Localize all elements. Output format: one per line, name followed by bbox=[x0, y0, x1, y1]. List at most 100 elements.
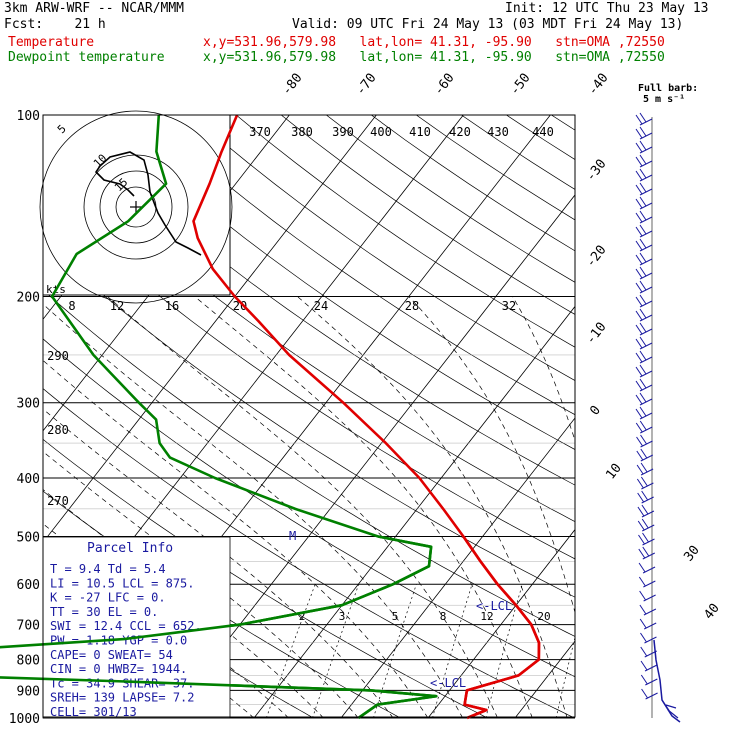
isotherm-label: -10 bbox=[583, 320, 609, 348]
isotherm-label: -70 bbox=[353, 71, 379, 99]
wind-barb-flag bbox=[639, 406, 647, 417]
isotherm-label: -40 bbox=[585, 71, 611, 99]
init-time: Init: 12 UTC Thu 23 May 13 bbox=[505, 1, 709, 16]
wind-barb-flag bbox=[635, 254, 643, 265]
isotherm-label: 0 bbox=[587, 403, 604, 418]
parcel-info-row: TT = 30 EL = 0. bbox=[50, 605, 158, 619]
isotherm-label: -50 bbox=[507, 71, 533, 99]
wind-barb-flag bbox=[635, 240, 643, 251]
wind-barb-flag bbox=[641, 490, 649, 501]
pressure-tick-label: 400 bbox=[17, 472, 40, 487]
mixing-ratio-label: 2 bbox=[299, 610, 306, 623]
mixing-ratio-label: 8 bbox=[440, 610, 447, 623]
dry-adiabat-line bbox=[371, 115, 575, 252]
pressure-tick-label: 900 bbox=[17, 684, 40, 699]
hodograph-ring bbox=[39, 110, 233, 304]
wind-barb-flag bbox=[639, 252, 647, 263]
dry-adiabat-line bbox=[43, 194, 575, 560]
wind-barb-flag bbox=[635, 324, 643, 335]
hodograph-trace bbox=[94, 151, 202, 256]
pressure-tick-label: 1000 bbox=[9, 712, 40, 727]
barb-legend-line1: Full barb: bbox=[638, 83, 699, 94]
wind-barb-flag bbox=[637, 506, 645, 517]
pressure-tick-label: 300 bbox=[17, 397, 40, 412]
dry-adiabat-line bbox=[551, 115, 575, 131]
wind-barb-flag bbox=[635, 184, 643, 195]
dewpoint-trace bbox=[0, 535, 438, 720]
speed-tick-label: 8 bbox=[68, 299, 75, 313]
wind-barb-flag bbox=[639, 322, 647, 333]
mixing-ratio-label: 12 bbox=[480, 610, 493, 623]
wind-barb-flag bbox=[635, 156, 643, 167]
isotherm-line bbox=[341, 417, 575, 717]
dry-adiabat-line bbox=[43, 147, 575, 523]
moist-adiabat-line bbox=[43, 523, 289, 717]
moist-adiabat-line bbox=[297, 296, 568, 717]
wind-barb-flag bbox=[635, 128, 643, 139]
wind-barb-flag bbox=[639, 308, 647, 319]
wind-barb-flag bbox=[640, 674, 648, 685]
isotherm-line bbox=[254, 305, 575, 717]
isotherm-line bbox=[167, 194, 575, 717]
wind-barb-flag bbox=[639, 392, 647, 403]
wind-barb-flag bbox=[639, 350, 647, 361]
wind-barb-flag bbox=[639, 126, 647, 137]
moist-adiabat-line bbox=[43, 489, 324, 717]
wind-barb-flag bbox=[635, 422, 643, 433]
isotherm-label: -20 bbox=[583, 243, 609, 271]
wind-barb-flag bbox=[642, 532, 649, 543]
temperature-trace bbox=[462, 535, 541, 720]
dry-adiabat-line bbox=[326, 115, 575, 283]
wind-barb-flag bbox=[635, 310, 643, 321]
traces-overlay bbox=[0, 535, 541, 720]
wind-barb-flag bbox=[635, 338, 643, 349]
dry-adiabat-line bbox=[55, 115, 575, 486]
parcel-info-title: Parcel Info bbox=[87, 541, 173, 556]
dry-adiabat-line bbox=[461, 115, 575, 190]
hodograph-ring bbox=[99, 170, 173, 244]
parcel-info-row: LI = 10.5 LCL = 875. bbox=[50, 576, 195, 590]
theta-label: 380 bbox=[291, 125, 313, 139]
isotherm-label: -60 bbox=[431, 71, 457, 99]
wind-barb-flag bbox=[635, 352, 643, 363]
theta-label: 410 bbox=[409, 125, 431, 139]
isotherm-line bbox=[602, 115, 740, 718]
mixing-ratio-label: 5 bbox=[392, 610, 399, 623]
wind-barb-flag bbox=[641, 688, 648, 699]
dry-adiabat-line bbox=[145, 115, 575, 416]
wind-barb-flag bbox=[640, 434, 647, 445]
speed-tick-label: 32 bbox=[502, 299, 516, 313]
valid-time: Valid: 09 UTC Fri 24 May 13 (03 MDT Fri … bbox=[292, 17, 684, 32]
wind-barb-flag bbox=[635, 380, 643, 391]
forecast-hour: Fcst: 21 h bbox=[4, 17, 106, 32]
wind-barb-flag bbox=[635, 142, 643, 153]
temperature-trace bbox=[192, 115, 541, 717]
speed-tick-label: 20 bbox=[233, 299, 247, 313]
wind-barb-flag bbox=[639, 112, 647, 123]
wind-barb-flag bbox=[638, 562, 646, 573]
pressure-tick-label: 200 bbox=[17, 291, 40, 306]
wind-barb-flag bbox=[638, 576, 646, 587]
wind-barb-flag bbox=[639, 280, 647, 291]
mixing-ratio-line bbox=[555, 636, 575, 717]
theta-label: 400 bbox=[370, 125, 392, 139]
pressure-tick-label: 100 bbox=[17, 109, 40, 124]
parcel-info-row: CAPE= 0 SWEAT= 54 bbox=[50, 648, 173, 662]
speed-tick-label: 28 bbox=[405, 299, 419, 313]
lcl-label: <-LCL bbox=[476, 599, 512, 613]
wind-barbs bbox=[635, 112, 681, 723]
theta-label: 280 bbox=[47, 423, 69, 437]
parcel-info-row: CIN = 0 HWBZ= 1944. bbox=[50, 662, 187, 676]
parcel-info-panel: Parcel Info T = 9.4 Td = 5.4LI = 10.5 LCL… bbox=[0, 535, 541, 720]
dewpoint-location-info: x,y=531.96,579.98 lat,lon= 41.31, -95.90… bbox=[203, 50, 665, 65]
wind-barb-flag bbox=[641, 518, 649, 529]
wind-barb-flag bbox=[636, 478, 644, 489]
theta-label: 370 bbox=[249, 125, 271, 139]
isotherm-line bbox=[515, 640, 575, 717]
wind-barb-flag bbox=[635, 296, 643, 307]
speed-tick-label: 24 bbox=[314, 299, 328, 313]
isotherm-label: 10 bbox=[603, 461, 624, 483]
wind-barb-flag bbox=[639, 618, 647, 629]
